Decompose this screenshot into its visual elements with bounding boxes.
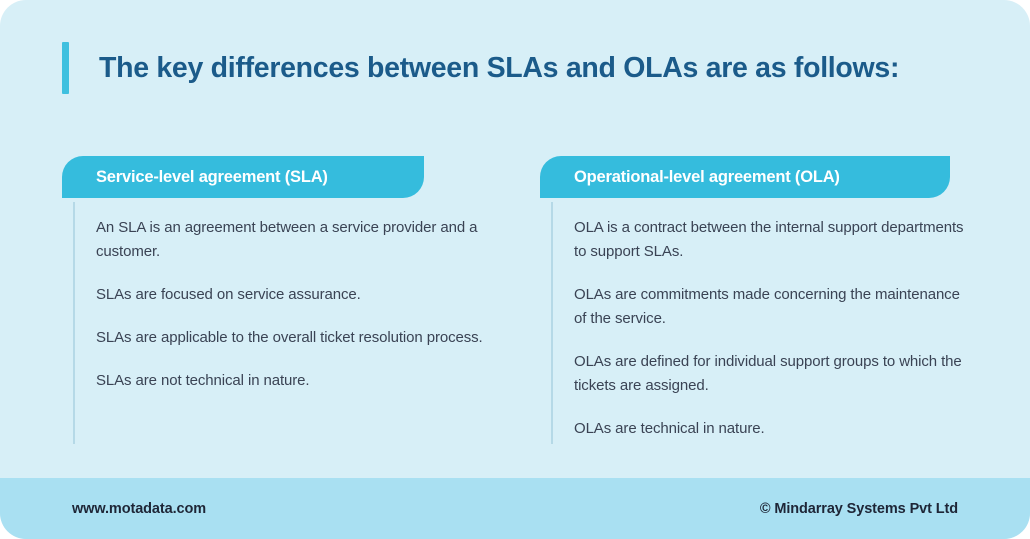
column-ola: Operational-level agreement (OLA) OLA is…	[540, 156, 970, 444]
comparison-columns: Service-level agreement (SLA) An SLA is …	[0, 156, 1030, 448]
footer-bar: www.motadata.com © Mindarray Systems Pvt…	[0, 478, 1030, 539]
column-ola-divider	[551, 202, 553, 444]
list-item: SLAs are applicable to the overall ticke…	[96, 329, 483, 346]
list-item: SLAs are focused on service assurance.	[96, 286, 361, 303]
list-item: An SLA is an agreement between a service…	[96, 219, 478, 260]
column-sla-heading-text: Service-level agreement (SLA)	[96, 167, 328, 186]
footer-copyright: © Mindarray Systems Pvt Ltd	[759, 500, 958, 517]
list-item: OLAs are commitments made concerning the…	[574, 286, 960, 327]
column-sla-body: An SLA is an agreement between a service…	[62, 202, 492, 444]
column-ola-heading-text: Operational-level agreement (OLA)	[574, 167, 840, 186]
footer-website[interactable]: www.motadata.com	[72, 500, 207, 517]
list-item: OLA is a contract between the internal s…	[574, 219, 964, 260]
title-accent-bar	[62, 42, 69, 94]
column-ola-body: OLA is a contract between the internal s…	[540, 202, 970, 444]
column-sla-header: Service-level agreement (SLA)	[62, 156, 424, 198]
list-item: SLAs are not technical in nature.	[96, 372, 310, 389]
column-ola-header: Operational-level agreement (OLA)	[540, 156, 950, 198]
page-title: The key differences between SLAs and OLA…	[62, 42, 970, 94]
page-title-text: The key differences between SLAs and OLA…	[99, 51, 900, 84]
column-sla-divider	[73, 202, 75, 444]
column-sla: Service-level agreement (SLA) An SLA is …	[62, 156, 492, 444]
list-item: OLAs are defined for individual support …	[574, 353, 962, 394]
list-item: OLAs are technical in nature.	[574, 420, 765, 437]
